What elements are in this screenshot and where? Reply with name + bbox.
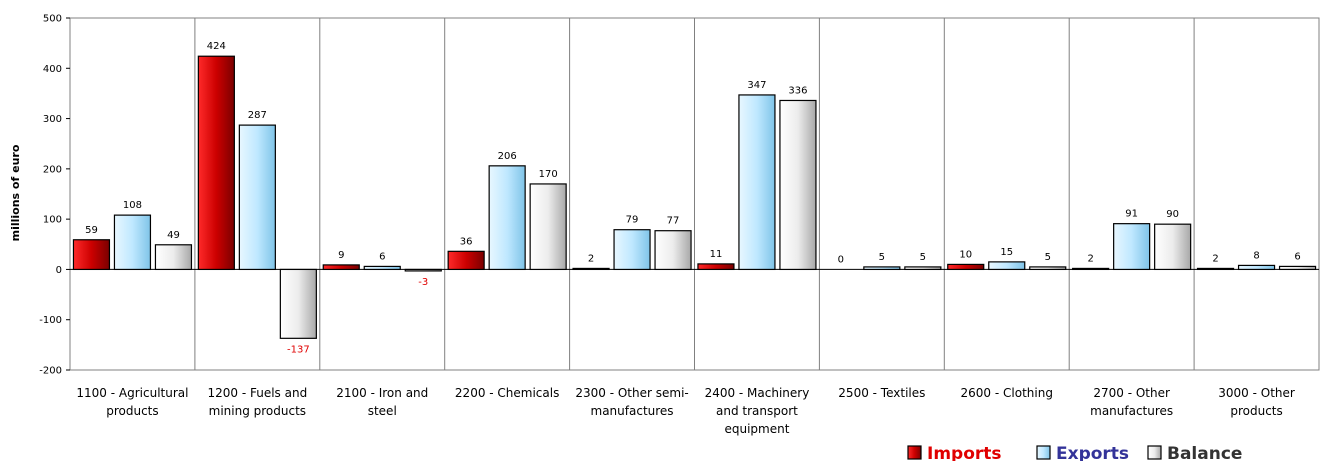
legend-swatch-balance: [1147, 445, 1162, 460]
y-tick-label: 200: [43, 164, 62, 175]
legend-swatch-imports: [907, 445, 922, 460]
y-tick-label: 100: [43, 215, 62, 226]
y-axis-label: millions of euro: [9, 144, 22, 241]
data-label-balance: -137: [287, 344, 310, 355]
bar-exports: [613, 229, 651, 271]
data-label-exports: 79: [626, 215, 639, 226]
bar-balance: [779, 99, 817, 271]
y-tick-label: -100: [39, 315, 62, 326]
bar-imports: [697, 263, 735, 271]
legend-label-exports: Exports: [1056, 444, 1129, 461]
legend-swatch-exports: [1036, 445, 1051, 460]
bar-exports: [238, 124, 276, 271]
bar-imports: [1072, 267, 1110, 271]
category-label: products: [106, 404, 158, 418]
category-label: steel: [368, 404, 397, 418]
data-label-balance: -3: [418, 277, 428, 288]
data-label-imports: 424: [207, 41, 226, 52]
data-label-balance: 336: [788, 85, 807, 96]
data-label-imports: 36: [460, 236, 473, 247]
bar-balance: [154, 244, 193, 271]
y-tick-label: 300: [43, 114, 62, 125]
bar-balance: [904, 266, 942, 271]
bar-exports: [488, 165, 526, 271]
bar-balance: [654, 230, 692, 271]
category-label: products: [1230, 404, 1282, 418]
data-label-balance: 90: [1166, 209, 1179, 220]
bar-exports: [863, 266, 901, 271]
y-tick-label: 500: [43, 14, 62, 25]
category-label: manufactures: [591, 404, 674, 418]
category-label: mining products: [209, 404, 306, 418]
data-label-exports: 5: [879, 252, 885, 263]
bar-imports: [947, 263, 985, 271]
data-label-imports: 0: [838, 254, 844, 265]
data-label-exports: 347: [747, 80, 766, 91]
category-label: 2700 - Other: [1093, 386, 1170, 400]
data-label-balance: 49: [167, 230, 180, 241]
bar-imports: [197, 55, 235, 271]
bar-imports: [572, 267, 610, 271]
category-label: 1200 - Fuels and: [207, 386, 307, 400]
data-label-exports: 206: [498, 151, 517, 162]
data-label-exports: 6: [379, 251, 385, 262]
category-label: 3000 - Other: [1218, 386, 1295, 400]
data-label-balance: 5: [1045, 252, 1051, 263]
bar-exports: [1113, 223, 1151, 271]
y-tick-label: 0: [56, 265, 62, 276]
bar-balance: [279, 268, 317, 339]
data-label-exports: 15: [1000, 247, 1013, 258]
bar-exports: [738, 94, 776, 271]
bar-balance: [404, 268, 442, 272]
data-label-balance: 6: [1294, 251, 1300, 262]
category-label: 2200 - Chemicals: [455, 386, 559, 400]
category-label: 2300 - Other semi-: [575, 386, 688, 400]
legend-label-balance: Balance: [1167, 444, 1242, 461]
data-label-exports: 91: [1125, 209, 1138, 220]
bar-balance: [1154, 223, 1192, 271]
category-label: 2600 - Clothing: [961, 386, 1053, 400]
data-label-imports: 9: [338, 250, 344, 261]
bar-balance: [1278, 265, 1317, 271]
category-label: and transport: [716, 404, 798, 418]
bar-exports: [363, 265, 401, 271]
data-label-balance: 77: [667, 216, 680, 227]
bar-imports: [447, 250, 485, 271]
data-label-imports: 2: [1212, 253, 1218, 264]
bar-exports: [1237, 264, 1276, 271]
y-tick-label: -200: [39, 366, 62, 377]
data-label-exports: 8: [1253, 250, 1259, 261]
data-label-imports: 11: [710, 249, 723, 260]
bar-balance: [1029, 266, 1067, 271]
bar-imports: [1196, 267, 1235, 271]
bar-imports: [72, 239, 111, 271]
data-label-imports: 59: [85, 225, 98, 236]
data-label-exports: 287: [248, 110, 267, 121]
bar-balance: [529, 183, 567, 271]
bar-imports: [322, 264, 360, 271]
data-label-imports: 2: [588, 253, 594, 264]
data-label-imports: 2: [1087, 253, 1093, 264]
data-label-imports: 10: [959, 249, 972, 260]
category-label: manufactures: [1090, 404, 1173, 418]
bar-exports: [113, 214, 152, 271]
data-label-balance: 5: [920, 252, 926, 263]
category-label: 2100 - Iron and: [336, 386, 428, 400]
category-label: 1100 - Agricultural: [76, 386, 188, 400]
data-label-exports: 108: [123, 200, 142, 211]
legend-label-imports: Imports: [927, 444, 1002, 461]
category-label: 2400 - Machinery: [705, 386, 810, 400]
category-label: 2500 - Textiles: [838, 386, 925, 400]
legend: Imports Exports Balance: [907, 444, 1242, 464]
data-label-balance: 170: [539, 169, 558, 180]
category-label: equipment: [724, 422, 789, 436]
y-tick-label: 400: [43, 64, 62, 75]
bar-exports: [988, 261, 1026, 271]
